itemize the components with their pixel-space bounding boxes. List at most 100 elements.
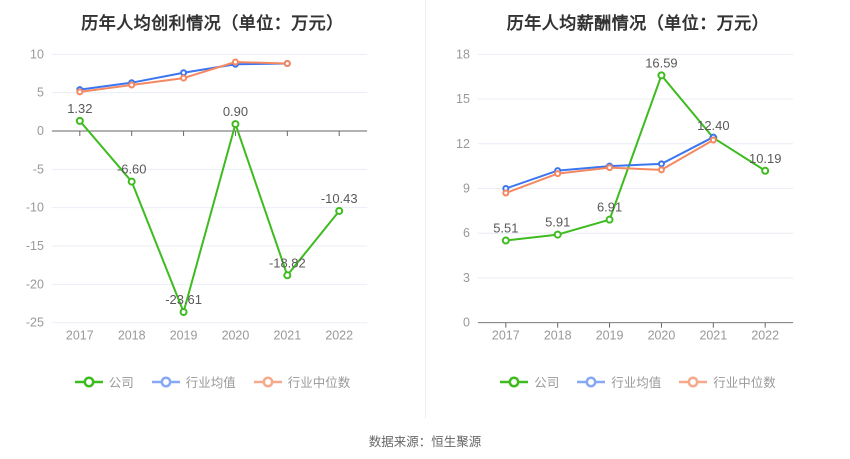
y-axis-tick-label: 6 (463, 226, 470, 240)
legend-item-label: 行业中位数 (287, 376, 351, 390)
industry-average-line-marker-icon (151, 376, 180, 387)
x-axis-tick-label: 2022 (751, 329, 779, 343)
data-point-marker (180, 74, 188, 82)
data-point-marker (553, 230, 562, 239)
profit-chart-legend: 公司 行业均值 行业中位数 (0, 372, 425, 391)
data-point-marker (709, 136, 717, 144)
legend-item-label: 公司 (108, 376, 134, 390)
data-point-marker (657, 166, 665, 174)
legend-item-label: 公司 (534, 376, 560, 390)
y-axis-tick-label: -10 (26, 201, 44, 215)
legend-item-industry-average[interactable]: 行业均值 (151, 372, 236, 391)
y-axis-tick-label: 18 (456, 47, 470, 61)
data-point-marker (606, 164, 614, 172)
data-source-note: 数据来源：恒生聚源 (368, 435, 482, 449)
data-point-label: 5.51 (493, 221, 518, 236)
data-point-label: -23.61 (165, 292, 202, 307)
x-axis-tick-label: 2021 (273, 329, 301, 343)
y-axis-tick-label: 0 (37, 124, 44, 138)
x-axis: 2017 2018 2019 2020 2021 2022 (51, 130, 368, 343)
company-line-marker-icon (500, 376, 529, 387)
data-point-label: 5.91 (545, 215, 570, 230)
x-axis-tick-label: 2019 (170, 329, 198, 343)
data-point-marker (335, 206, 344, 215)
y-axis-tick-label: 15 (456, 92, 470, 106)
y-axis-tick-label: -15 (26, 239, 44, 253)
data-point-marker (75, 116, 84, 125)
y-axis-tick-label: 10 (30, 47, 44, 61)
legend-item-industry-average[interactable]: 行业均值 (577, 372, 661, 391)
profit-chart-title: 历年人均创利情况（单位：万元） (81, 14, 344, 33)
x-axis-tick-label: 2022 (325, 329, 353, 343)
data-labels: 1.32 -6.60 -23.61 0.90 -18.82 -10.43 (67, 101, 357, 307)
x-axis-tick-label: 2019 (596, 329, 624, 343)
y-axis-tick-label: -20 (26, 277, 44, 291)
x-axis-tick-label: 2021 (699, 329, 727, 343)
data-point-marker (128, 81, 136, 89)
data-point-label: -18.82 (269, 255, 306, 270)
legend-item-industry-median[interactable]: 行业中位数 (679, 372, 776, 391)
data-point-label: -6.60 (117, 162, 147, 177)
legend-item-label: 行业均值 (185, 376, 236, 390)
data-point-label: 12.40 (697, 118, 729, 133)
data-point-marker (657, 160, 665, 168)
data-point-marker (76, 88, 84, 96)
grid-lines: 10 5 0 -5 -10 -15 -20 -25 (26, 47, 368, 330)
x-axis-tick-label: 2017 (66, 329, 94, 343)
data-point-marker (657, 71, 666, 80)
data-point-label: 0.90 (223, 104, 248, 119)
y-axis-tick-label: 0 (463, 316, 470, 330)
y-axis-tick-label: -5 (33, 162, 44, 176)
data-point-label: 10.19 (749, 151, 781, 166)
company-line-marker-icon (74, 376, 103, 387)
grid-lines: 18 15 12 9 6 3 0 (456, 47, 794, 330)
legend-item-label: 行业均值 (611, 376, 662, 390)
data-point-label: 16.59 (645, 55, 677, 70)
data-point-marker (501, 236, 510, 245)
series-company (75, 116, 344, 317)
data-point-label: 1.32 (67, 101, 92, 116)
salary-chart-legend: 公司 行业均值 行业中位数 (426, 372, 850, 391)
data-point-marker (283, 60, 291, 68)
y-axis-tick-label: 9 (463, 181, 470, 195)
industry-median-line-marker-icon (679, 376, 708, 387)
y-axis-tick-label: -25 (26, 316, 44, 330)
industry-median-line-marker-icon (253, 376, 282, 387)
legend-item-company[interactable]: 公司 (74, 372, 134, 391)
salary-chart-title: 历年人均薪酬情况（单位：万元） (506, 14, 770, 33)
x-axis-tick-label: 2017 (492, 329, 520, 343)
series-industry-median (76, 58, 291, 96)
charts-row: 历年人均创利情况（单位：万元） 10 5 0 -5 -10 -15 -20 -25 2017 20… (0, 0, 850, 418)
legend-item-company[interactable]: 公司 (500, 372, 559, 391)
data-point-marker (231, 58, 239, 66)
x-axis-tick-label: 2018 (118, 329, 146, 343)
data-point-marker (554, 170, 562, 178)
x-axis-tick-label: 2020 (222, 329, 250, 343)
legend-item-label: 行业中位数 (713, 376, 776, 390)
x-axis: 2017 2018 2019 2020 2021 2022 (477, 322, 794, 343)
data-point-marker (283, 271, 292, 280)
chart-panel-per-capita-profit: 历年人均创利情况（单位：万元） 10 5 0 -5 -10 -15 -20 -25 2017 20… (0, 0, 425, 418)
x-axis-tick-label: 2018 (544, 329, 572, 343)
data-point-marker (761, 166, 770, 175)
data-point-marker (179, 308, 188, 317)
data-point-marker (180, 69, 188, 77)
data-point-marker (231, 120, 240, 129)
data-point-marker (502, 189, 510, 197)
y-axis-tick-label: 3 (463, 271, 470, 285)
data-point-label: 6.91 (597, 200, 622, 215)
data-point-marker (605, 215, 614, 224)
y-axis-tick-label: 5 (37, 86, 44, 100)
chart-panel-per-capita-salary: 历年人均薪酬情况（单位：万元） 18 15 12 9 6 3 0 2017 2018 2019 20… (425, 0, 850, 418)
series-company (501, 71, 770, 245)
data-point-marker (127, 177, 136, 186)
data-point-label: -10.43 (321, 191, 358, 206)
legend-item-industry-median[interactable]: 行业中位数 (253, 372, 351, 391)
industry-average-line-marker-icon (577, 376, 606, 387)
y-axis-tick-label: 12 (456, 137, 470, 151)
data-labels: 5.51 5.91 6.91 16.59 12.40 10.19 (493, 55, 781, 235)
x-axis-tick-label: 2020 (648, 329, 676, 343)
